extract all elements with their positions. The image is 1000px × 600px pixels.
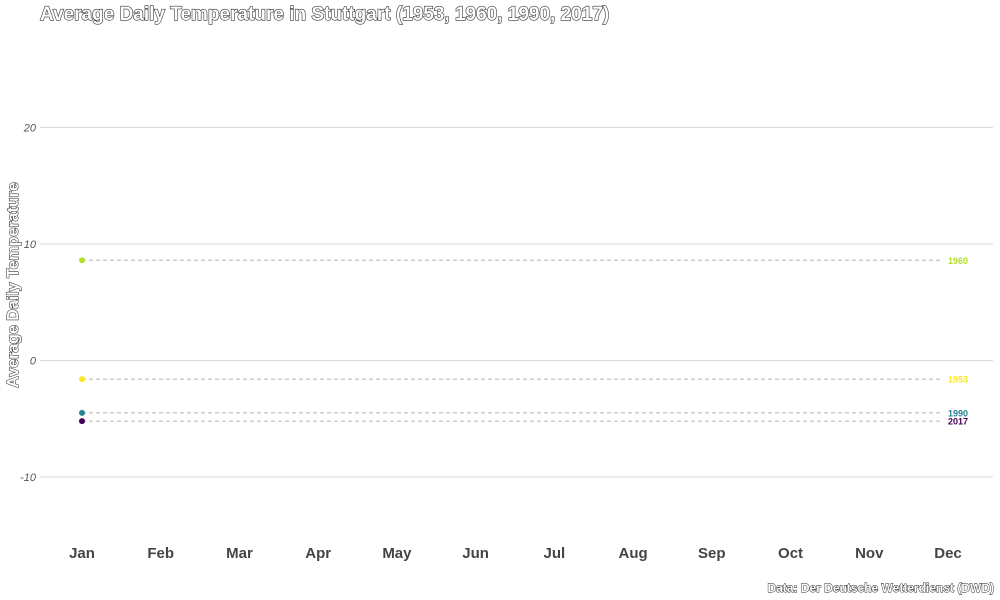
series-1953: 1953 [79,375,968,385]
y-tick-label: 20 [23,123,37,135]
series-label: 1960 [948,256,968,266]
data-point [79,257,85,264]
x-tick-label: Feb [147,545,174,562]
y-tick-label: 10 [24,239,37,251]
y-tick-label: 0 [30,356,37,368]
data-point [79,409,85,416]
series-1960: 1960 [79,256,968,266]
chart-caption: Data: Der Deutsche Wetterdienst (DWD) [768,581,994,595]
grid-lines [40,127,993,478]
x-tick-label: Oct [778,545,803,562]
series-1990: 1990 [79,408,968,418]
x-tick-label: Jun [462,545,489,562]
x-axis-ticks: Jan Feb Mar Apr May Jun Jul Aug Sep Oct Nov Dec [69,545,962,562]
x-tick-label: Jul [544,545,566,562]
series-label: 1953 [948,375,968,385]
x-tick-label: Dec [934,545,962,562]
data-point [79,418,85,425]
x-tick-label: Mar [226,545,253,562]
x-tick-label: Aug [619,545,648,562]
series-label: 1990 [948,408,968,418]
series-2017: 2017 [79,417,968,427]
chart-title: Average Daily Temperature in Stuttgart (… [40,4,609,25]
y-tick-label: -10 [20,472,37,484]
series-label: 2017 [948,417,968,427]
x-tick-label: Sep [698,545,726,562]
y-axis-label: Average Daily Temperature [5,182,22,388]
y-axis-ticks: -10 0 10 20 [20,123,37,485]
x-tick-label: Apr [305,545,331,562]
data-point [79,376,85,383]
x-tick-label: Jan [69,545,95,562]
x-tick-label: May [382,545,412,562]
x-tick-label: Nov [855,545,884,562]
